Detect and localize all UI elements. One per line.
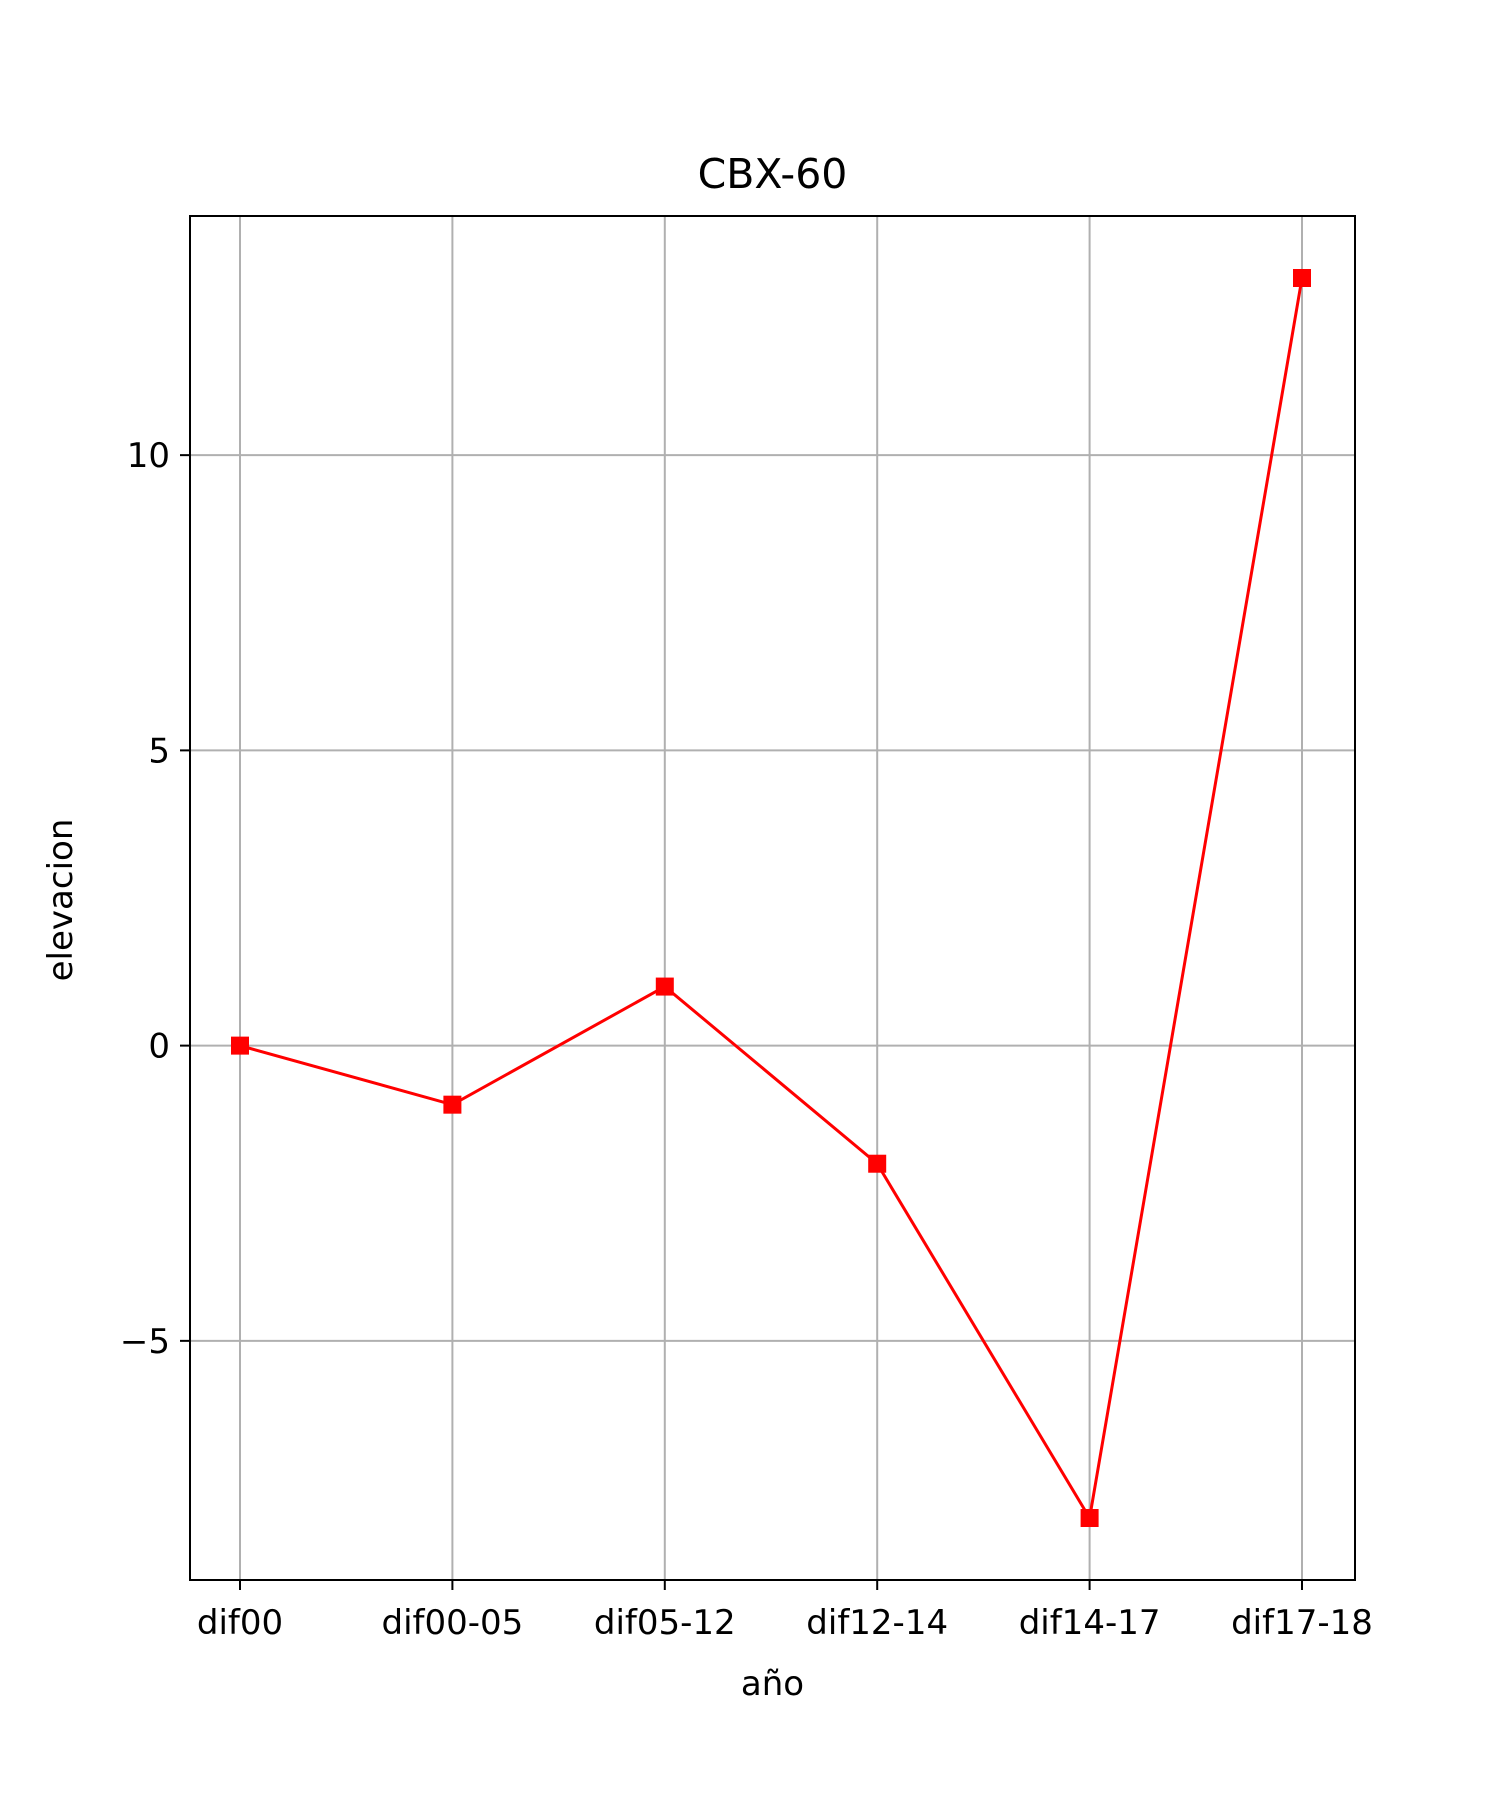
- data-point-marker: [231, 1036, 249, 1055]
- y-tick-label: −5: [120, 1322, 170, 1362]
- data-point-marker: [443, 1095, 462, 1114]
- grid: [190, 216, 1355, 1580]
- x-tick-label: dif14-17: [1019, 1603, 1161, 1643]
- ticks: dif00 dif00-05 dif05-12 dif12-14 dif14-17 dif…: [120, 436, 1373, 1643]
- data-point-marker: [655, 977, 674, 996]
- plot-frame: [189, 215, 1356, 1581]
- x-tick-label: dif17-18: [1231, 1603, 1373, 1643]
- data-point-marker: [1080, 1509, 1099, 1527]
- x-tick-label: dif05-12: [594, 1603, 736, 1643]
- data-point-marker: [868, 1154, 887, 1173]
- x-tick-label: dif00: [197, 1603, 283, 1643]
- data-point-marker: [1293, 269, 1311, 287]
- series-layer: [231, 269, 1311, 1527]
- chart-title: CBX-60: [698, 150, 848, 198]
- x-tick-label: dif00-05: [382, 1603, 524, 1643]
- y-tick-label: 10: [127, 436, 170, 476]
- x-axis-label: año: [741, 1664, 804, 1704]
- y-axis-label: elevacion: [41, 819, 81, 982]
- series-line: [239, 277, 1304, 1523]
- y-tick-label: 5: [148, 731, 170, 771]
- y-tick-label: 0: [148, 1027, 170, 1067]
- x-tick-label: dif12-14: [806, 1603, 948, 1643]
